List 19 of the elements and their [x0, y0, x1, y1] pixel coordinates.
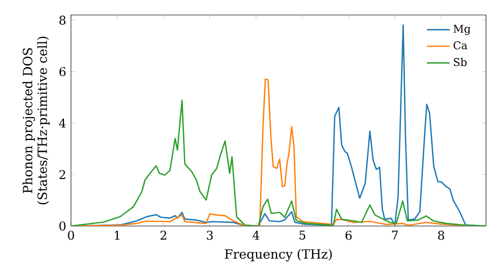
y-tick-label: 0 — [59, 221, 66, 231]
x-tick-label: 4 — [252, 230, 260, 240]
y-tick-label: 8 — [59, 16, 66, 25]
x-axis-title: Frequency (THz) — [224, 248, 332, 262]
legend-label: Mg — [454, 24, 470, 35]
y-tick-label: 4 — [59, 118, 66, 128]
x-tick-label: 1 — [114, 230, 120, 240]
x-tick-label: 3 — [206, 230, 213, 240]
y-tick-label: 2 — [59, 170, 66, 179]
x-tick-label: 8 — [438, 230, 444, 240]
x-tick-label: 7 — [392, 230, 398, 240]
x-tick-label: 5 — [300, 230, 306, 240]
x-tick-label: 6 — [346, 230, 352, 240]
legend-label: Ca — [454, 41, 468, 50]
legend-label: Sb — [454, 58, 467, 66]
y-axis-title: Phonon projected DOS (States/THz·primitive cell) — [22, 36, 50, 204]
x-tick-label: 2 — [160, 230, 166, 240]
x-tick-label: 0 — [68, 230, 74, 240]
y-tick-label: 6 — [59, 67, 66, 76]
